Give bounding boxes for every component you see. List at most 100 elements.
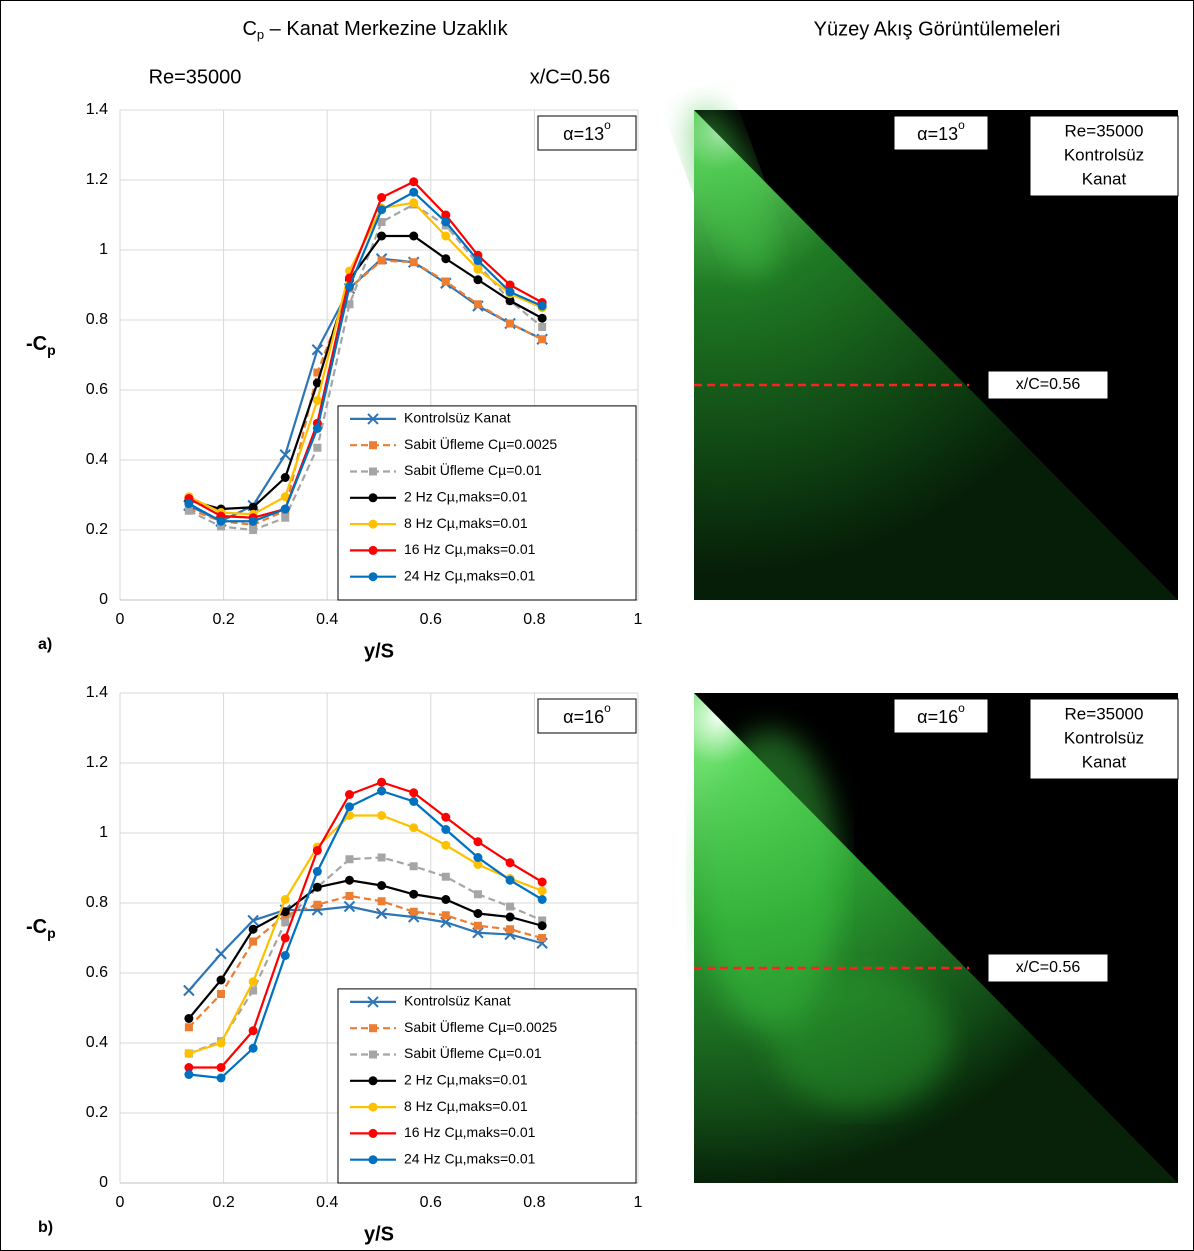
marker — [441, 231, 451, 241]
marker — [537, 313, 547, 323]
marker — [441, 210, 451, 220]
marker — [217, 522, 226, 531]
marker — [312, 424, 322, 433]
marker — [311, 344, 324, 356]
annotation: α=16o — [563, 701, 611, 727]
marker — [409, 231, 419, 241]
marker — [216, 1073, 226, 1083]
marker — [343, 900, 356, 913]
marker — [313, 900, 322, 909]
marker — [344, 790, 354, 799]
marker — [377, 777, 387, 787]
legend-label: 8 Hz Cµ,maks=0.01 — [404, 515, 528, 531]
marker — [280, 951, 290, 960]
legend-marker — [368, 545, 378, 555]
y-tick-label: 0 — [99, 1174, 108, 1191]
marker — [248, 924, 258, 934]
marker — [279, 449, 291, 461]
marker — [249, 986, 258, 995]
marker — [409, 889, 419, 899]
legend-marker — [369, 1050, 377, 1059]
marker — [281, 513, 290, 522]
y-tick-label: 0.8 — [86, 894, 108, 911]
x-axis-label: y/S — [364, 640, 394, 662]
panel-label: b) — [38, 1219, 53, 1236]
condition-box — [1029, 115, 1179, 197]
series-line — [188, 814, 543, 1055]
marker — [537, 921, 547, 931]
legend-marker — [369, 441, 377, 450]
marker — [216, 516, 226, 526]
legend-marker — [367, 413, 379, 425]
legend-label: Sabit Üfleme Cµ=0.0025 — [404, 435, 557, 452]
legend-marker — [368, 572, 378, 582]
marker — [473, 921, 482, 930]
annotation: α=13o — [563, 118, 611, 144]
y-axis-label-part: -C — [26, 333, 47, 355]
marker — [473, 890, 482, 899]
marker — [473, 300, 482, 309]
marker — [312, 396, 322, 405]
marker — [312, 867, 322, 876]
marker — [184, 506, 193, 515]
legend-label: 24 Hz Cµ,maks=0.01 — [404, 567, 536, 583]
figure-title-part: C — [242, 18, 256, 40]
marker — [345, 892, 354, 900]
station-box — [987, 370, 1109, 400]
marker — [441, 911, 450, 920]
y-tick-label: 1.4 — [86, 101, 108, 118]
x-tick-label: 0 — [116, 611, 125, 628]
marker — [409, 258, 418, 267]
y-tick-label: 0 — [99, 591, 108, 608]
legend-marker — [368, 493, 378, 503]
marker — [409, 907, 418, 916]
legend-label: 2 Hz Cµ,maks=0.01 — [404, 1072, 528, 1088]
marker — [248, 1026, 258, 1036]
marker — [506, 902, 515, 911]
condition-label: Re=35000 — [1065, 704, 1144, 723]
marker — [249, 526, 258, 534]
marker — [506, 319, 515, 328]
figure-title-part: – Kanat Merkezine Uzaklık — [264, 18, 508, 40]
condition-box — [1029, 698, 1179, 780]
y-tick-label: 1.2 — [86, 754, 108, 771]
y-axis-label: -Cp — [26, 333, 56, 357]
annotation-box — [537, 115, 637, 151]
legend-label: 24 Hz Cµ,maks=0.01 — [404, 1150, 536, 1166]
y-tick-label: 0.8 — [86, 311, 108, 328]
marker — [441, 812, 451, 822]
y-tick-label: 1 — [99, 824, 108, 841]
marker — [441, 277, 450, 286]
station-label: x/C=0.56 — [1016, 376, 1081, 393]
marker — [249, 937, 258, 946]
marker — [538, 916, 547, 925]
marker — [409, 177, 419, 187]
marker — [280, 895, 290, 904]
marker — [377, 193, 387, 202]
annotation-part: o — [604, 118, 611, 132]
marker — [409, 198, 419, 208]
y-tick-label: 0.4 — [86, 451, 108, 468]
y-tick-label: 0.2 — [86, 521, 108, 538]
marker — [377, 853, 386, 862]
marker — [409, 797, 419, 806]
x-tick-label: 0.4 — [316, 1194, 338, 1211]
condition-label: Kontrolsüz — [1064, 145, 1144, 164]
x-tick-label: 0.2 — [212, 1194, 234, 1211]
reynolds-label: Re=35000 — [149, 66, 242, 88]
marker — [183, 984, 195, 997]
marker — [537, 877, 547, 887]
series-line — [188, 879, 543, 1020]
legend-marker — [369, 1024, 377, 1033]
station-label: x/C=0.56 — [530, 66, 611, 88]
marker — [473, 853, 483, 862]
legend-marker — [369, 467, 377, 476]
marker — [248, 1043, 258, 1053]
legend-marker — [367, 996, 379, 1008]
y-axis-label: -Cp — [26, 916, 56, 940]
angle-label-part: o — [958, 701, 965, 715]
marker — [505, 296, 515, 306]
condition-label: Kanat — [1082, 169, 1127, 188]
angle-label-part: o — [958, 118, 965, 132]
